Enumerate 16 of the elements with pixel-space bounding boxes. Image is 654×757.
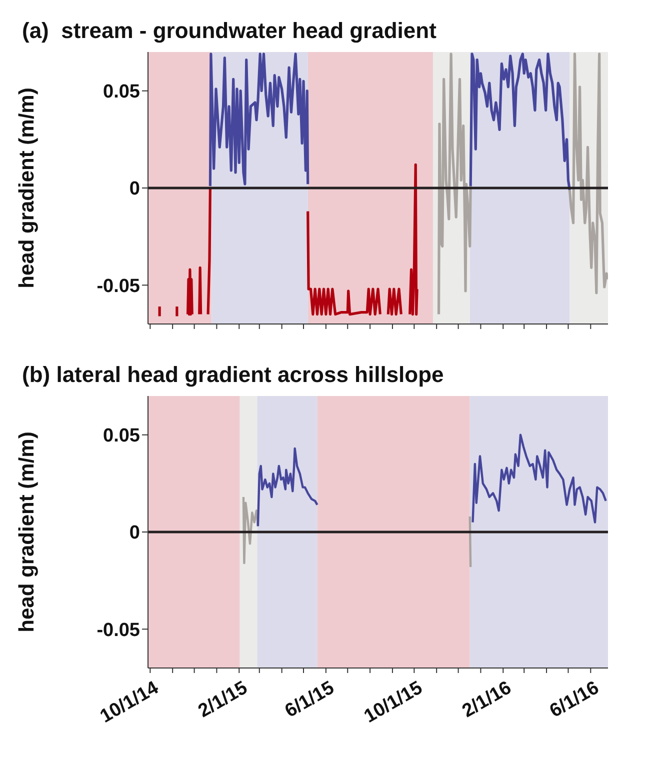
y-tick-label: -0.05	[96, 276, 140, 297]
line-series	[242, 496, 260, 564]
line-series	[472, 434, 607, 524]
line-series	[256, 447, 318, 528]
y-tick-label: 0	[129, 178, 140, 200]
line-series	[208, 52, 310, 188]
y-tick-label: 0.05	[103, 82, 140, 103]
chart-title: (a) stream - groundwater head gradient	[21, 17, 438, 44]
chart-title: (b) lateral head gradient across hillslope	[21, 361, 445, 388]
line-series	[469, 52, 571, 192]
y-tick-label: -0.05	[96, 620, 140, 641]
y-tick-label: 0.05	[103, 426, 140, 447]
y-axis-title: head gradient (m/m)	[15, 88, 38, 288]
y-axis-title: head gradient (m/m)	[15, 432, 38, 632]
line-series	[437, 52, 472, 316]
y-tick-label: 0	[129, 522, 140, 544]
